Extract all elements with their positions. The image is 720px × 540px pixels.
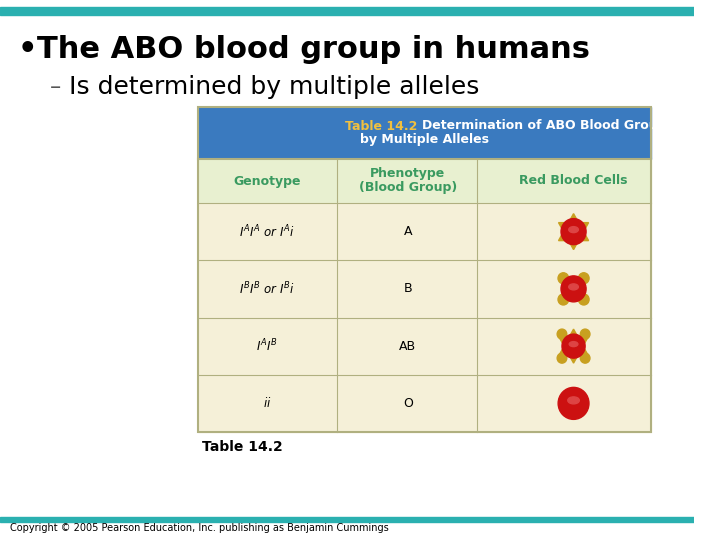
Ellipse shape (569, 284, 578, 290)
Text: A: A (403, 225, 412, 238)
Bar (0, 517, 694, 522)
Text: Table 14.2: Table 14.2 (202, 440, 283, 454)
Text: AB: AB (399, 340, 416, 353)
Text: Phenotype: Phenotype (370, 167, 446, 180)
Text: –: – (50, 77, 61, 97)
Circle shape (580, 329, 590, 339)
Polygon shape (559, 214, 588, 241)
Circle shape (557, 329, 567, 339)
Text: The ABO blood group in humans: The ABO blood group in humans (37, 36, 590, 64)
Circle shape (580, 353, 590, 363)
Circle shape (578, 294, 589, 305)
Circle shape (558, 273, 569, 284)
Text: •: • (17, 36, 37, 64)
Circle shape (558, 387, 589, 420)
Bar (197, 318, 651, 375)
Text: Red Blood Cells: Red Blood Cells (519, 174, 628, 187)
Circle shape (578, 273, 589, 284)
Polygon shape (559, 222, 588, 249)
Text: Determination of ABO Blood Group: Determination of ABO Blood Group (422, 119, 667, 132)
Text: by Multiple Alleles: by Multiple Alleles (360, 133, 489, 146)
Text: O: O (402, 397, 413, 410)
Text: B: B (403, 282, 412, 295)
Ellipse shape (568, 397, 580, 404)
Bar (197, 260, 651, 318)
Text: $ii$: $ii$ (263, 396, 271, 410)
Text: $I^BI^B$ or $I^Bi$: $I^BI^B$ or $I^Bi$ (239, 281, 294, 297)
Text: (Blood Group): (Blood Group) (359, 181, 457, 194)
Circle shape (562, 334, 585, 358)
Polygon shape (559, 338, 588, 363)
Text: Table 14.2: Table 14.2 (346, 119, 422, 132)
Circle shape (557, 353, 567, 363)
Text: Genotype: Genotype (233, 174, 301, 187)
Text: $I^AI^B$: $I^AI^B$ (256, 338, 278, 354)
Circle shape (561, 219, 586, 245)
Text: $I^AI^A$ or $I^Ai$: $I^AI^A$ or $I^Ai$ (239, 224, 294, 240)
Bar (197, 375, 651, 432)
Text: Is determined by multiple alleles: Is determined by multiple alleles (69, 75, 480, 99)
Circle shape (558, 294, 569, 305)
Bar (197, 159, 651, 203)
Bar (197, 107, 651, 432)
Bar (197, 203, 651, 260)
Ellipse shape (570, 342, 578, 347)
Circle shape (561, 276, 586, 302)
Ellipse shape (569, 227, 578, 233)
Bar (0, 7, 694, 15)
Bar (197, 107, 651, 159)
Text: Copyright © 2005 Pearson Education, Inc. publishing as Benjamin Cummings: Copyright © 2005 Pearson Education, Inc.… (9, 523, 388, 533)
Polygon shape (559, 329, 588, 355)
